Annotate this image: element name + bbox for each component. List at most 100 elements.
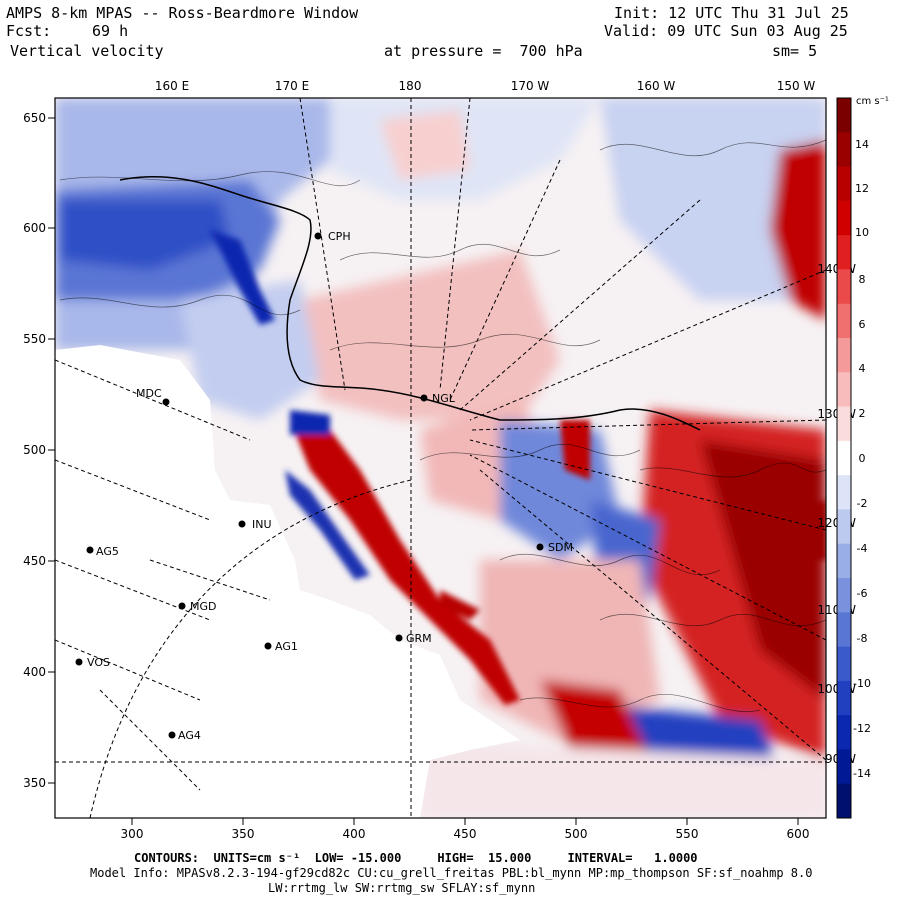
station-markers <box>75 232 544 739</box>
x-axis-ticks <box>131 818 799 825</box>
colorbar-swatch <box>837 646 851 682</box>
colorbar-label: -4 <box>857 542 868 555</box>
station-label: AG4 <box>178 729 201 742</box>
colorbar-swatch <box>837 132 851 168</box>
colorbar-swatch <box>837 269 851 305</box>
station-label: CPH <box>328 230 351 243</box>
colorbar-frame <box>836 97 852 819</box>
longitude-labels: 160 E 170 E 180 170 W 160 W 150 W <box>155 79 816 93</box>
lon-label: 170 E <box>275 79 309 93</box>
colorbar-swatch <box>837 440 851 476</box>
station-labels: CPH MDC NGL AG5 MGD VOS AG1 AG4 GRM SDM … <box>87 230 573 742</box>
x-tick-label: 550 <box>676 827 699 841</box>
lon-label: 160 W <box>637 79 676 93</box>
colorbar-swatch <box>837 372 851 408</box>
colorbar-swatch <box>837 475 851 510</box>
station-dot <box>314 232 322 240</box>
pressure-level: at pressure = 700 hPa <box>384 42 583 60</box>
lon-label: 150 W <box>777 79 816 93</box>
coastline <box>119 175 701 431</box>
station-dot <box>162 398 170 406</box>
station-label: INU <box>252 518 272 531</box>
x-tick-label: 400 <box>343 827 366 841</box>
colorbar-swatch <box>837 338 851 373</box>
colorbar-label: 10 <box>855 226 869 239</box>
colorbar-swatch <box>837 509 851 545</box>
forecast-hour: 69 h <box>92 22 129 40</box>
colorbar-label: -10 <box>853 677 871 690</box>
contour-info: CONTOURS: UNITS=cm s⁻¹ LOW= -15.000 HIGH… <box>134 851 698 865</box>
colorbar-swatch <box>837 303 851 339</box>
x-tick-label: 450 <box>454 827 477 841</box>
colorbar-label: -14 <box>853 767 871 780</box>
colorbar-label: -12 <box>853 722 871 735</box>
colorbar-label: -2 <box>857 497 868 510</box>
station-label: AG1 <box>275 640 298 653</box>
station-dot <box>395 634 403 642</box>
plot-frame <box>54 97 827 819</box>
colorbar-swatch <box>837 749 851 785</box>
field-name: Vertical velocity <box>10 42 164 60</box>
y-tick-label: 350 <box>23 776 46 790</box>
colorbar-swatch <box>837 406 851 442</box>
y-tick-label: 400 <box>23 665 46 679</box>
colorbar-label: -6 <box>857 587 868 600</box>
colorbar <box>836 97 852 819</box>
station-dot <box>264 642 272 650</box>
y-tick-label: 600 <box>23 221 46 235</box>
x-tick-label: 350 <box>232 827 255 841</box>
colorbar-label: 8 <box>859 273 866 286</box>
colorbar-labels: 14 12 10 8 6 4 2 0 -2 -4 -6 -8 -10 -12 -… <box>853 138 871 780</box>
x-tick-label: 600 <box>787 827 810 841</box>
colorbar-label: 12 <box>855 182 869 195</box>
colorbar-swatch <box>837 166 851 202</box>
station-label: GRM <box>406 632 432 645</box>
y-tick-label: 450 <box>23 554 46 568</box>
colorbar-label: 14 <box>855 138 869 151</box>
lon-label: 170 W <box>511 79 550 93</box>
colorbar-swatch <box>837 200 851 236</box>
colorbar-unit: cm s⁻¹ <box>856 96 889 107</box>
valid-time: Valid: 09 UTC Sun 03 Aug 25 <box>604 22 848 40</box>
station-dot <box>420 394 428 402</box>
station-dot <box>86 546 94 554</box>
forecast-label: Fcst: <box>6 22 52 40</box>
station-dot <box>75 658 83 666</box>
smoothing: sm= 5 <box>772 42 818 60</box>
station-label: VOS <box>87 656 110 669</box>
init-time: Init: 12 UTC Thu 31 Jul 25 <box>614 4 849 22</box>
station-label: MGD <box>190 600 217 613</box>
station-label: MDC <box>136 387 162 400</box>
colorbar-swatch <box>837 783 851 819</box>
y-tick-label: 550 <box>23 332 46 346</box>
y-tick-label: 650 <box>23 111 46 125</box>
lon-label: 160 E <box>155 79 189 93</box>
x-tick-label: 500 <box>565 827 588 841</box>
colorbar-swatch <box>837 578 851 613</box>
station-label: SDM <box>548 541 573 554</box>
colorbar-swatch <box>837 98 851 133</box>
station-label: AG5 <box>96 545 119 558</box>
colorbar-swatch <box>837 715 851 750</box>
colorbar-swatch <box>837 612 851 648</box>
station-dot <box>238 520 246 528</box>
colorbar-swatch <box>837 543 851 579</box>
y-tick-label: 500 <box>23 443 46 457</box>
x-axis-labels: 300 350 400 450 500 550 600 <box>121 827 810 841</box>
physics-info: LW:rrtmg_lw SW:rrtmg_sw SFLAY:sf_mynn <box>268 881 536 895</box>
colorbar-label: 2 <box>859 407 866 420</box>
station-dot <box>536 543 544 551</box>
colorbar-label: 4 <box>859 362 866 375</box>
velocity-field <box>55 98 826 818</box>
y-axis-labels: 650 600 550 500 450 400 350 <box>23 111 46 790</box>
colorbar-label: 6 <box>859 318 866 331</box>
colorbar-label: -8 <box>857 632 868 645</box>
colorbar-swatch <box>837 680 851 716</box>
y-axis-ticks <box>48 117 55 784</box>
model-info: Model Info: MPASv8.2.3-194-gf29cd82c CU:… <box>90 866 813 880</box>
station-dot <box>168 731 176 739</box>
colorbar-label: 0 <box>859 452 866 465</box>
lon-label: 180 <box>399 79 422 93</box>
x-tick-label: 300 <box>121 827 144 841</box>
